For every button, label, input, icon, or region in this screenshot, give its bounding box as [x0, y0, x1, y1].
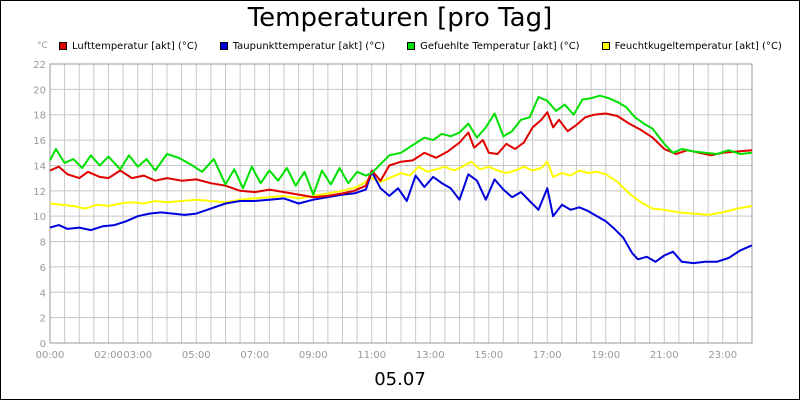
- x-tick-label: 15:00: [474, 350, 503, 361]
- legend-item: Lufttemperatur [akt] (°C): [59, 41, 198, 52]
- x-tick-label: 05:00: [182, 350, 211, 361]
- legend: Lufttemperatur [akt] (°C) Taupunkttempera…: [59, 38, 800, 54]
- y-tick-label: 8: [40, 238, 46, 249]
- y-tick-label: 10: [33, 212, 46, 223]
- series-line-3: [49, 94, 753, 196]
- y-tick-label: 0: [40, 339, 46, 350]
- x-tick-label: 00:00: [36, 350, 65, 361]
- x-tick-label: 13:00: [416, 350, 445, 361]
- y-tick-label: 22: [33, 60, 46, 71]
- legend-label: Taupunkttemperatur [akt] (°C): [232, 40, 386, 52]
- y-tick-label: 4: [40, 288, 46, 299]
- series-line-2: [49, 170, 753, 265]
- legend-item: Gefuehlte Temperatur [akt] (°C): [407, 40, 580, 52]
- x-tick-label: 07:00: [240, 350, 269, 361]
- legend-label: Feuchtkugeltemperatur [akt] (°C): [614, 40, 782, 52]
- x-tick-label: 03:00: [123, 350, 152, 361]
- legend-swatch: [407, 42, 416, 50]
- x-tick-label: 11:00: [357, 350, 386, 361]
- x-tick-label: 02:00: [94, 350, 123, 361]
- x-tick-label: 17:00: [533, 350, 562, 361]
- y-tick-label: 14: [33, 161, 46, 172]
- y-tick-label: 2: [40, 314, 46, 325]
- y-tick-label: 16: [33, 136, 46, 147]
- y-tick-label: 20: [33, 85, 46, 96]
- legend-label: Gefuehlte Temperatur [akt] (°C): [420, 40, 580, 52]
- x-tick-label: 19:00: [591, 350, 620, 361]
- legend-swatch: [219, 42, 228, 50]
- series-line-1: [49, 111, 753, 199]
- legend-swatch: [601, 42, 610, 50]
- legend-swatch: [59, 42, 67, 50]
- chart-title: Temperaturen [pro Tag]: [247, 3, 553, 33]
- legend-item: Feuchtkugeltemperatur [akt] (°C): [601, 40, 782, 52]
- x-axis-label: 05.07: [374, 369, 426, 390]
- series-line-4: [49, 160, 753, 216]
- y-axis-unit: °C: [37, 41, 48, 51]
- y-tick-label: 18: [33, 111, 46, 122]
- legend-label: Lufttemperatur [akt] (°C): [72, 40, 198, 52]
- y-tick-label: 12: [33, 187, 46, 198]
- x-tick-label: 21:00: [650, 350, 679, 361]
- x-tick-label: 09:00: [299, 350, 328, 361]
- x-tick-label: 23:00: [708, 350, 737, 361]
- y-tick-label: 6: [40, 263, 46, 274]
- legend-item: Taupunkttemperatur [akt] (°C): [219, 40, 386, 52]
